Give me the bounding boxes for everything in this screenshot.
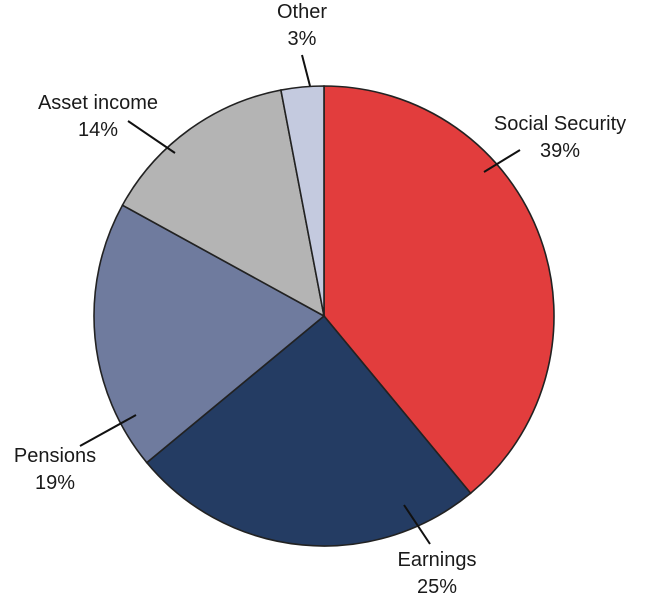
leader-line-asset-income (127, 120, 176, 154)
slice-value-pensions: 19% (35, 472, 75, 494)
slice-pensions (93, 204, 326, 464)
leader-line-social-security (483, 149, 521, 173)
slice-value-earnings: 25% (417, 576, 457, 598)
slice-value-social-security: 39% (540, 140, 580, 162)
slice-value-asset-income: 14% (78, 119, 118, 141)
slice-name-asset-income: Asset income (38, 92, 158, 114)
slice-earnings (145, 314, 472, 547)
slice-name-pensions: Pensions (14, 445, 96, 467)
slice-name-social-security: Social Security (494, 113, 626, 135)
leader-line-pensions (79, 414, 137, 447)
slice-social-security (323, 85, 555, 495)
slice-name-earnings: Earnings (398, 549, 477, 571)
slice-asset-income (121, 89, 326, 318)
leader-line-other (301, 54, 311, 87)
slice-value-other: 3% (288, 28, 317, 50)
slices-group (93, 85, 555, 547)
slice-name-other: Other (277, 1, 327, 23)
labels-group: Social Security 39% Earnings 25% Pensions 19%… (14, 1, 626, 598)
leader-lines-group (79, 54, 521, 545)
slice-other (279, 85, 325, 317)
leader-line-earnings (403, 504, 431, 545)
